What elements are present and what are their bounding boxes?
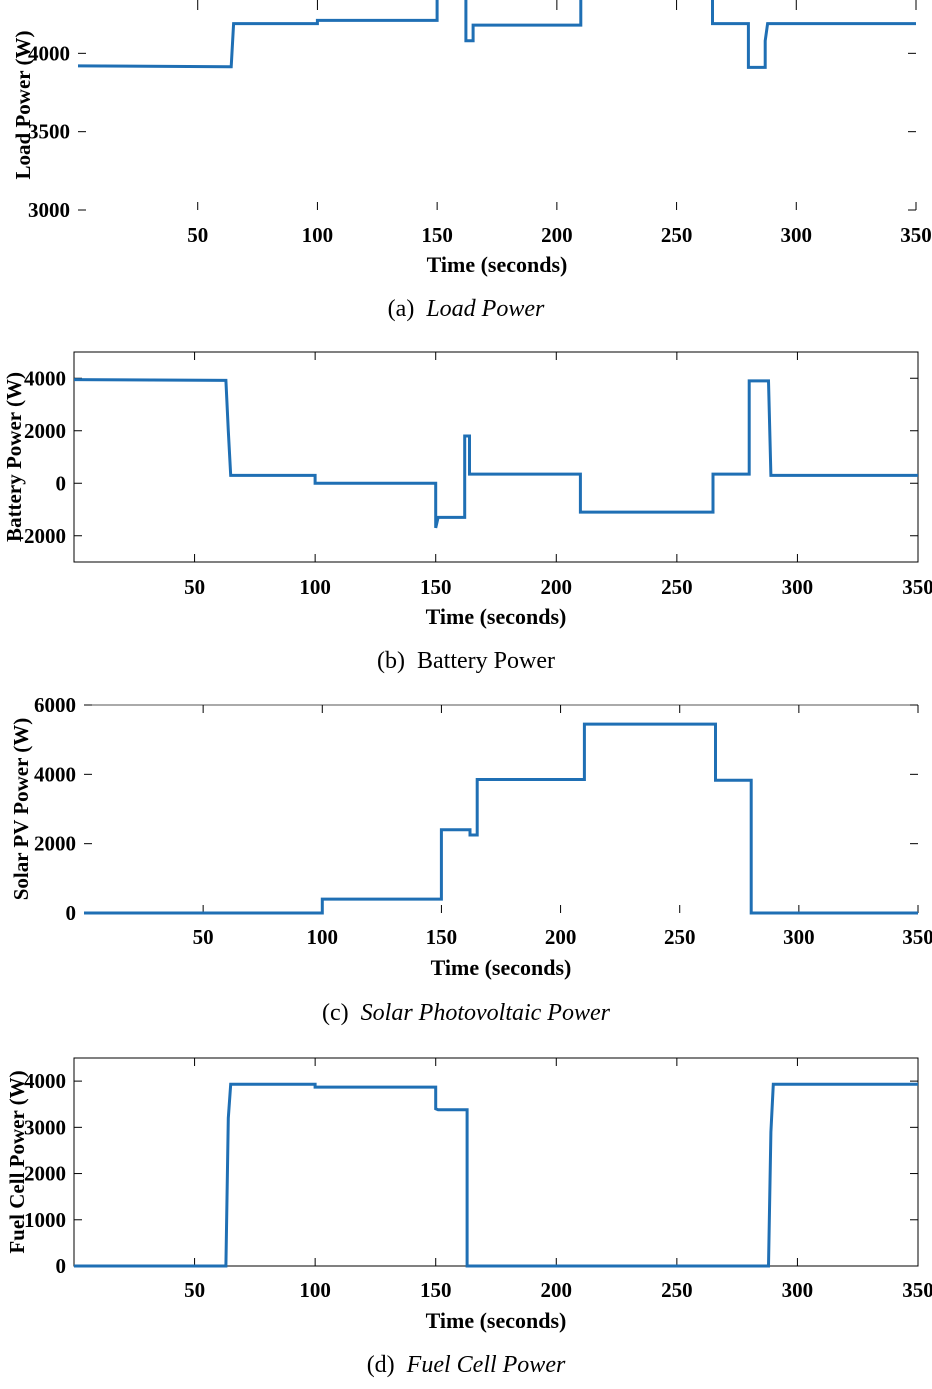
x-tick-label: 350 <box>902 575 932 599</box>
y-tick-label: 3000 <box>24 1115 66 1139</box>
x-tick-label: 200 <box>541 223 573 247</box>
panel-solar-pv-power: 50 100 150 200 250 300 350 0 2000 4000 6000 Time (… <box>9 693 932 1026</box>
load-power-line <box>77 0 916 69</box>
y-tick-label: 0 <box>56 1254 67 1278</box>
y-tick-label: 3500 <box>28 120 70 144</box>
y-tick-label: 4000 <box>34 762 76 786</box>
y-tick-label: 1000 <box>24 1208 66 1232</box>
battery-power-line <box>73 378 918 529</box>
caption-title: Load Power <box>425 296 545 322</box>
x-tick-label: 50 <box>184 575 205 599</box>
y-tick-label: 2000 <box>24 419 66 443</box>
y-tick-label: 4000 <box>28 41 70 65</box>
ticks <box>78 0 917 211</box>
caption-prefix: (b) <box>377 648 405 674</box>
panel-load-power: 501001502002503003503000350040004500 Tim… <box>11 0 932 322</box>
y-tick-label: 3000 <box>28 198 70 222</box>
tick-labels: 501001502002503003503000350040004500 <box>28 41 932 247</box>
caption-prefix: (c) <box>322 1000 349 1026</box>
tick-labels: 50 100 150 200 250 300 350 0 1000 2000 3000 4000 <box>24 1069 932 1302</box>
panel-fuel-cell-power: 50 100 150 200 250 300 350 0 1000 2000 3000 4000 Ti… <box>5 1057 932 1378</box>
y-tick-label: 2000 <box>24 1162 66 1186</box>
x-tick-label: 50 <box>187 223 208 247</box>
panel-caption: (a) Load Power <box>388 296 545 322</box>
y-tick-label: 6000 <box>34 693 76 717</box>
y-tick-label: 4000 <box>24 1069 66 1093</box>
panel-caption: (c) Solar Photovoltaic Power <box>322 1000 611 1026</box>
solar-pv-power-line <box>84 722 918 915</box>
caption-title: Solar Photovoltaic Power <box>361 1000 611 1026</box>
panel-caption: (b) Battery Power <box>377 648 555 674</box>
tick-labels: 50 100 150 200 250 300 350 0 2000 4000 6000 <box>34 693 932 949</box>
x-tick-label: 150 <box>421 223 453 247</box>
y-axis-label: Load Power (W) <box>11 31 35 180</box>
caption-prefix: (d) <box>367 1352 395 1378</box>
axes-frame <box>73 351 919 563</box>
panel-caption: (d) Fuel Cell Power <box>367 1352 566 1378</box>
tick-labels: 50 100 150 200 250 300 350 -2000 0 2000 4000 <box>17 366 932 599</box>
x-axis-label: Time (seconds) <box>427 252 568 277</box>
ticks <box>74 352 919 562</box>
axes-box <box>73 351 919 563</box>
fuel-cell-power-line <box>74 1082 918 1268</box>
x-tick-label: 300 <box>781 223 813 247</box>
x-tick-label: 100 <box>302 223 334 247</box>
y-tick-label: 2000 <box>34 832 76 856</box>
y-tick-label: 4000 <box>24 366 66 390</box>
x-tick-label: 100 <box>299 575 331 599</box>
x-tick-label: 300 <box>782 575 814 599</box>
axes-box <box>73 1057 919 1267</box>
x-tick-label: 50 <box>184 1278 205 1302</box>
panel-battery-power: 50 100 150 200 250 300 350 -2000 0 2000 4000 Time … <box>2 351 932 674</box>
x-tick-label: 50 <box>193 925 214 949</box>
caption-title: Fuel Cell Power <box>406 1352 566 1378</box>
x-tick-label: 150 <box>426 925 458 949</box>
x-tick-label: 350 <box>902 925 932 949</box>
y-tick-label: -2000 <box>17 524 66 548</box>
x-axis-label: Time (seconds) <box>426 1308 567 1333</box>
x-tick-label: 150 <box>420 575 452 599</box>
caption-title: Battery Power <box>417 648 555 674</box>
x-tick-label: 150 <box>420 1278 452 1302</box>
x-tick-label: 300 <box>782 1278 814 1302</box>
y-axis-label: Battery Power (W) <box>2 372 26 542</box>
x-tick-label: 350 <box>900 223 932 247</box>
ticks <box>74 1058 919 1267</box>
x-tick-label: 100 <box>299 1278 331 1302</box>
y-tick-label: 0 <box>66 901 77 925</box>
x-tick-label: 200 <box>545 925 577 949</box>
axes-frame <box>73 1057 919 1267</box>
x-tick-label: 250 <box>664 925 696 949</box>
x-axis-label: Time (seconds) <box>426 604 567 629</box>
x-axis-label: Time (seconds) <box>431 955 572 980</box>
y-axis-label: Fuel Cell Power (W) <box>5 1070 29 1253</box>
x-tick-label: 200 <box>541 575 573 599</box>
caption-prefix: (a) <box>388 296 415 322</box>
y-tick-label: 0 <box>56 471 67 495</box>
x-tick-label: 300 <box>783 925 815 949</box>
x-tick-label: 350 <box>902 1278 932 1302</box>
x-tick-label: 250 <box>661 223 693 247</box>
x-tick-label: 200 <box>541 1278 573 1302</box>
y-axis-label: Solar PV Power (W) <box>9 718 33 901</box>
x-tick-label: 250 <box>661 1278 693 1302</box>
ticks <box>84 704 919 914</box>
x-tick-label: 250 <box>661 575 693 599</box>
x-tick-label: 100 <box>307 925 339 949</box>
